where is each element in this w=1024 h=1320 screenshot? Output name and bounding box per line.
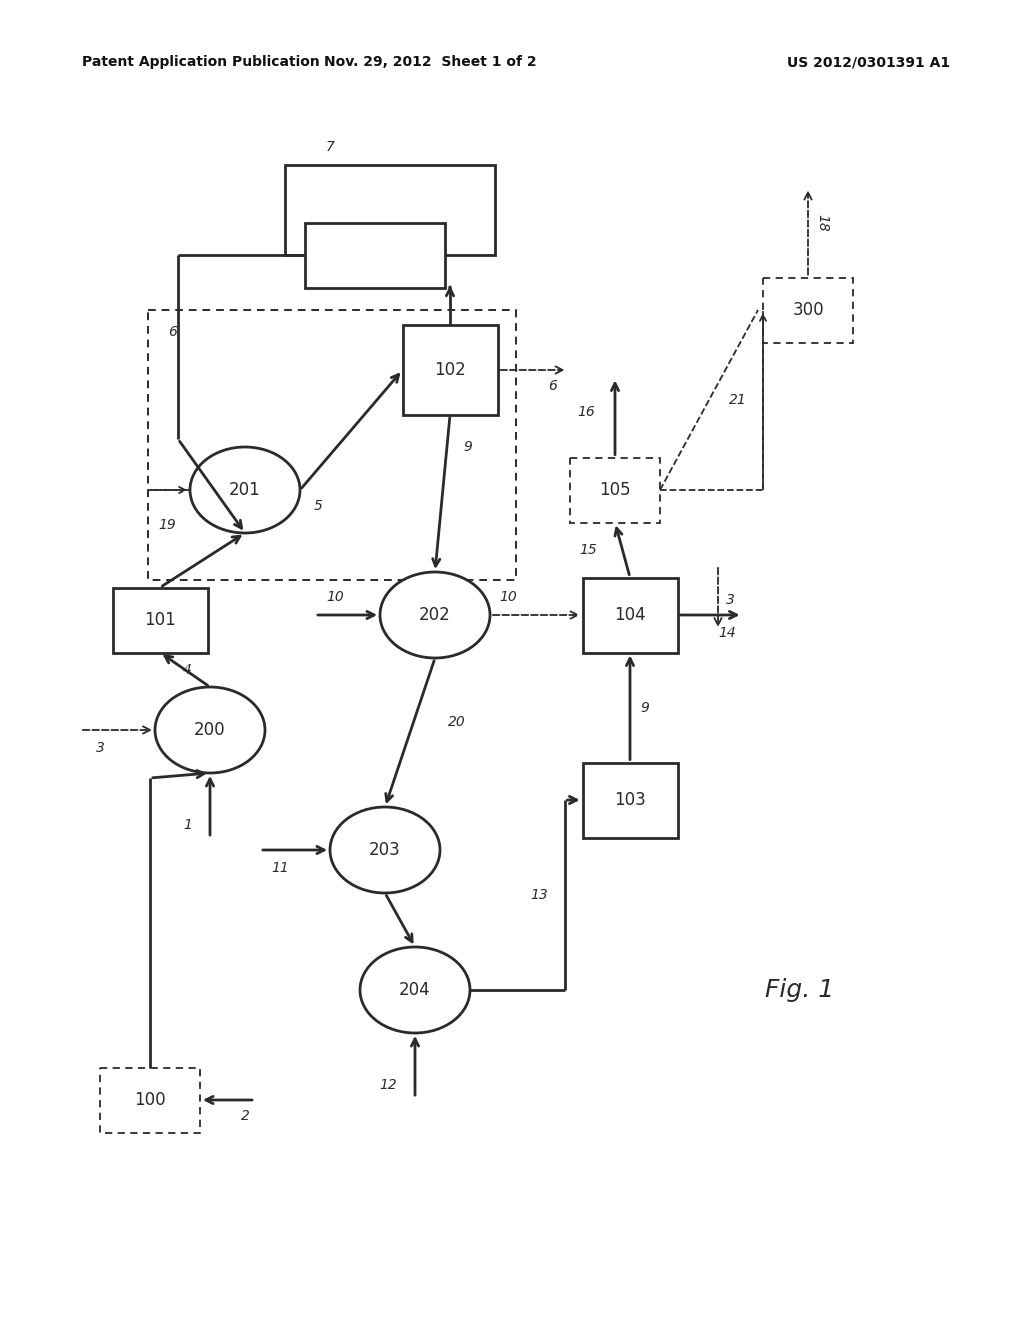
Text: 11: 11	[271, 861, 289, 875]
Text: 19: 19	[158, 517, 176, 532]
Text: 10: 10	[326, 590, 344, 605]
Text: 3: 3	[95, 741, 104, 755]
Text: 6: 6	[168, 325, 177, 339]
Bar	[285, 165, 495, 255]
Text: 15: 15	[580, 543, 597, 557]
Text: 14: 14	[719, 626, 736, 640]
Text: 21: 21	[729, 393, 746, 407]
Ellipse shape	[155, 686, 265, 774]
Text: 4: 4	[183, 663, 193, 677]
Text: 203: 203	[369, 841, 400, 859]
Ellipse shape	[380, 572, 490, 657]
Text: 204: 204	[399, 981, 431, 999]
Text: Patent Application Publication: Patent Application Publication	[82, 55, 319, 69]
Text: 18: 18	[815, 214, 829, 231]
Text: Fig. 1: Fig. 1	[765, 978, 835, 1002]
Text: 10: 10	[499, 590, 517, 605]
Bar	[570, 458, 660, 523]
Text: 1: 1	[183, 818, 193, 832]
Ellipse shape	[330, 807, 440, 894]
Bar	[583, 763, 678, 837]
Text: 6: 6	[548, 379, 557, 393]
Bar	[148, 310, 516, 579]
Text: 16: 16	[578, 405, 595, 420]
Text: Nov. 29, 2012  Sheet 1 of 2: Nov. 29, 2012 Sheet 1 of 2	[324, 55, 537, 69]
Text: 20: 20	[449, 715, 466, 730]
Bar	[113, 587, 208, 652]
Text: 201: 201	[229, 480, 261, 499]
Text: 2: 2	[241, 1109, 250, 1123]
Text: 102: 102	[434, 360, 466, 379]
Text: 3: 3	[726, 593, 734, 607]
Text: 12: 12	[379, 1078, 397, 1092]
Text: 101: 101	[144, 611, 176, 630]
Text: US 2012/0301391 A1: US 2012/0301391 A1	[786, 55, 950, 69]
Text: 105: 105	[599, 480, 631, 499]
Bar	[402, 325, 498, 414]
Ellipse shape	[360, 946, 470, 1034]
Ellipse shape	[190, 447, 300, 533]
Bar	[305, 223, 445, 288]
Bar	[583, 578, 678, 652]
Text: 202: 202	[419, 606, 451, 624]
Text: 200: 200	[195, 721, 226, 739]
Text: 9: 9	[641, 701, 649, 714]
Text: 103: 103	[614, 791, 646, 809]
Bar	[763, 277, 853, 342]
Text: 100: 100	[134, 1092, 166, 1109]
Text: 104: 104	[614, 606, 646, 624]
Text: 9: 9	[464, 440, 472, 454]
Bar	[100, 1068, 200, 1133]
Text: 300: 300	[793, 301, 824, 319]
Text: 7: 7	[326, 140, 335, 154]
Text: 5: 5	[313, 499, 323, 513]
Text: 13: 13	[530, 888, 549, 902]
